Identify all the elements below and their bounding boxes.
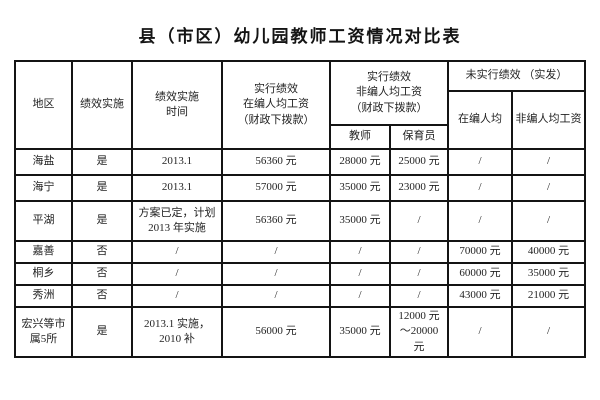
table-cell: /	[131, 262, 223, 286]
col-header-no-perf-offroll: 非编人均工资	[511, 90, 586, 150]
table-cell: 否	[71, 240, 133, 264]
table-cell: 否	[71, 284, 133, 308]
table-cell: /	[329, 284, 391, 308]
table-cell: 否	[71, 262, 133, 286]
table-cell: 23000 元	[389, 174, 449, 202]
col-header-perf-offroll-salary: 实行绩效 非编人均工资 （财政下拨款）	[329, 60, 449, 126]
col-header-nurse: 保育员	[389, 124, 449, 150]
col-header-no-perf-group: 未实行绩效 （实发）	[447, 60, 586, 92]
table-row: 海宁 是 2013.1 57000 元 35000 元 23000 元 / /	[14, 174, 586, 202]
table-cell: 嘉善	[14, 240, 73, 264]
table-cell: /	[511, 305, 586, 359]
table-cell: /	[447, 200, 513, 242]
table-cell: 是	[71, 305, 133, 359]
table-cell: /	[389, 262, 449, 286]
salary-comparison-table: 地区 绩效实施 绩效实施 时间 实行绩效 在编人均工资 （财政下拨款） 实行绩效…	[14, 60, 586, 359]
table-row: 嘉善 否 / / / / 70000 元 40000 元	[14, 240, 586, 264]
table-cell: /	[389, 240, 449, 264]
table-cell: 2013.1	[131, 148, 223, 176]
table-cell: 秀洲	[14, 284, 73, 308]
table-cell: 平湖	[14, 200, 73, 242]
table-row: 海盐 是 2013.1 56360 元 28000 元 25000 元 / /	[14, 148, 586, 176]
table-cell: /	[447, 305, 513, 359]
table-cell: 21000 元	[511, 284, 586, 308]
header-row-2: 在编人均 非编人均工资	[15, 90, 586, 150]
table-cell: 25000 元	[389, 148, 449, 176]
table-cell: /	[389, 284, 449, 308]
table-cell: 是	[71, 174, 133, 202]
table-cell: /	[329, 240, 391, 264]
table-row: 平湖 是 方案已定，计划 2013 年实施 56360 元 35000 元 / …	[14, 200, 586, 242]
table-cell: 35000 元	[329, 174, 391, 202]
header-row-3: 教师 保育员	[15, 124, 585, 150]
table-cell: /	[221, 284, 331, 308]
table-cell: 40000 元	[511, 240, 586, 264]
col-header-no-perf-onroll: 在编人均	[447, 90, 513, 150]
table-cell: /	[131, 240, 223, 264]
table-cell: 宏兴等市 属5所	[14, 305, 73, 359]
table-cell: 2013.1 实施， 2010 补	[131, 305, 223, 359]
col-header-teacher: 教师	[329, 124, 391, 150]
table-cell: /	[447, 174, 513, 202]
col-header-perf-impl: 绩效实施	[71, 60, 133, 150]
table-cell: 56360 元	[221, 200, 331, 242]
table-cell: 56000 元	[221, 305, 331, 359]
table-cell: /	[511, 174, 586, 202]
table-cell: 43000 元	[447, 284, 513, 308]
table-cell: 35000 元	[329, 305, 391, 359]
col-header-region: 地区	[14, 60, 73, 150]
table-cell: 海盐	[14, 148, 73, 176]
table-cell: 12000 元 ～20000 元	[389, 305, 449, 359]
header-row-1: 地区 绩效实施 绩效实施 时间 实行绩效 在编人均工资 （财政下拨款） 实行绩效…	[14, 60, 586, 150]
table-cell: 是	[71, 148, 133, 176]
table-cell: 28000 元	[329, 148, 391, 176]
table-cell: 桐乡	[14, 262, 73, 286]
table-cell: 60000 元	[447, 262, 513, 286]
table-cell: 是	[71, 200, 133, 242]
table-cell: /	[447, 148, 513, 176]
table-cell: 海宁	[14, 174, 73, 202]
table-row: 桐乡 否 / / / / 60000 元 35000 元	[14, 262, 586, 286]
table-cell: /	[221, 262, 331, 286]
table-row: 秀洲 否 / / / / 43000 元 21000 元	[14, 284, 586, 308]
table-cell: 57000 元	[221, 174, 331, 202]
table-cell: 35000 元	[329, 200, 391, 242]
table-cell: /	[329, 262, 391, 286]
table-row: 宏兴等市 属5所 是 2013.1 实施， 2010 补 56000 元 350…	[14, 305, 586, 359]
table-cell: /	[511, 200, 586, 242]
table-cell: /	[511, 148, 586, 176]
table-cell: 35000 元	[511, 262, 586, 286]
table-cell: 2013.1	[131, 174, 223, 202]
table-cell: 56360 元	[221, 148, 331, 176]
col-header-perf-time: 绩效实施 时间	[131, 60, 223, 150]
table-cell: /	[221, 240, 331, 264]
table-cell: 70000 元	[447, 240, 513, 264]
col-header-perf-onroll-salary: 实行绩效 在编人均工资 （财政下拨款）	[221, 60, 331, 150]
table-cell: 方案已定，计划 2013 年实施	[131, 200, 223, 242]
table-cell: /	[131, 284, 223, 308]
page-title: 县（市区）幼儿园教师工资情况对比表	[138, 27, 462, 46]
table-cell: /	[389, 200, 449, 242]
